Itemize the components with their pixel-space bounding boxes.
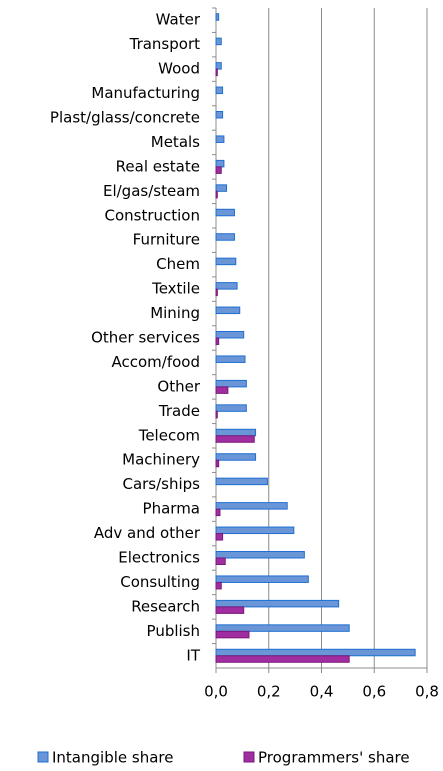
bar: [215, 410, 218, 419]
bar: [215, 435, 255, 443]
bar: [215, 624, 350, 632]
bar: [215, 575, 309, 583]
bar: [215, 135, 225, 143]
y-tick-label: Pharma: [143, 500, 200, 518]
x-tick-label: 0,6: [362, 683, 386, 701]
bar: [215, 557, 226, 565]
bar: [215, 13, 220, 21]
y-tick-label: Manufacturing: [91, 84, 200, 102]
y-tick-label: Consulting: [120, 573, 200, 591]
bar: [215, 233, 235, 241]
bar: [215, 62, 222, 70]
y-tick-label: IT: [186, 646, 200, 664]
bar: [215, 386, 229, 394]
y-tick-label: Wood: [158, 60, 200, 78]
y-tick-label: Other services: [91, 329, 200, 347]
y-tick-label: Research: [131, 597, 200, 615]
y-tick-label: Textile: [151, 280, 200, 298]
y-tick-label: El/gas/steam: [103, 182, 200, 200]
bar: [215, 459, 220, 468]
x-tick-label: 0,4: [310, 683, 334, 701]
y-tick-label: Transport: [129, 35, 201, 53]
bar: [215, 379, 247, 388]
x-tick-label: 0,0: [204, 683, 228, 701]
y-tick-label: Real estate: [116, 157, 200, 175]
bar: [215, 331, 245, 339]
y-tick-label: Electronics: [118, 549, 200, 567]
y-tick-label: Adv and other: [94, 524, 201, 542]
bar: [215, 257, 237, 266]
bar: [215, 355, 246, 363]
bar: [215, 404, 247, 412]
y-tick-label: Water: [156, 11, 201, 29]
bar: [215, 86, 224, 95]
bar: [215, 184, 228, 192]
y-tick-label: Publish: [147, 622, 200, 640]
bar: [215, 599, 340, 608]
bar: [215, 648, 416, 657]
bar: [215, 166, 222, 174]
bar: [215, 453, 257, 461]
x-tick-label: 0,2: [257, 683, 281, 701]
bar: [215, 306, 241, 315]
bar: [215, 477, 268, 486]
bar: [215, 581, 222, 590]
bar: [215, 630, 250, 639]
legend-label: Intangible share: [52, 749, 173, 767]
bar: [215, 111, 224, 119]
y-tick-label: Cars/ships: [122, 475, 200, 493]
y-tick-label: Chem: [156, 255, 200, 273]
y-tick-label: Accom/food: [112, 353, 201, 371]
bar: [215, 428, 257, 437]
y-tick-label: Machinery: [122, 451, 200, 469]
legend-marker: [243, 751, 255, 763]
y-tick-label: Plast/glass/concrete: [50, 109, 200, 127]
bar: [215, 526, 295, 535]
bar: [215, 655, 350, 663]
y-tick-label: Metals: [151, 133, 200, 151]
bar: [215, 208, 235, 217]
y-tick-label: Construction: [104, 206, 200, 224]
y-tick-label: Other: [157, 377, 200, 395]
bar: [215, 68, 218, 77]
bar: [215, 502, 288, 510]
bar: [215, 190, 218, 199]
y-tick-label: Mining: [150, 304, 200, 322]
y-tick-label: Telecom: [138, 426, 200, 444]
bar: [215, 159, 225, 168]
legend-label: Programmers' share: [258, 749, 410, 767]
y-tick-label: Furniture: [133, 231, 200, 249]
bar: [215, 551, 305, 559]
bar: [215, 508, 221, 517]
y-tick-label: Trade: [158, 402, 200, 420]
bar: [215, 533, 224, 541]
bar: [215, 337, 220, 345]
x-tick-label: 0,8: [415, 683, 439, 701]
bar: [215, 606, 245, 614]
bar: [215, 37, 222, 46]
bar: [215, 282, 238, 290]
bar: [215, 288, 218, 297]
legend-marker: [37, 751, 49, 763]
